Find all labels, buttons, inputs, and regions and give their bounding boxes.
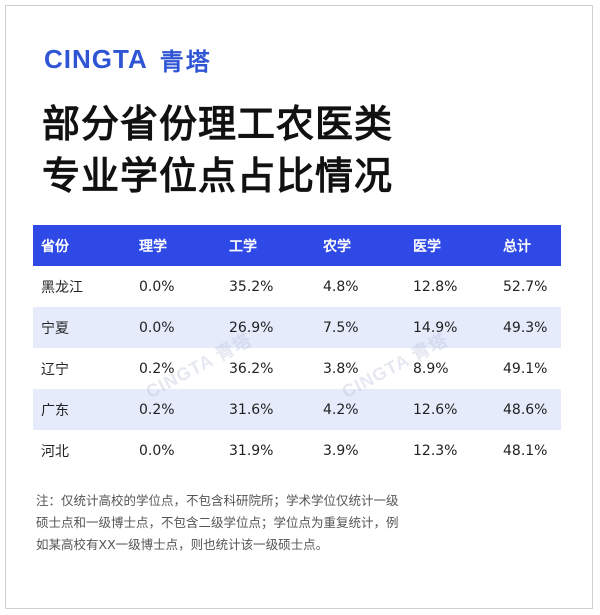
header-engineering: 工学 [227, 225, 321, 266]
header-medicine: 医学 [411, 225, 501, 266]
cell-agriculture: 7.5% [321, 307, 411, 348]
cell-engineering: 35.2% [229, 278, 274, 295]
cell-total: 48.6% [501, 389, 561, 430]
cell-agriculture: 3.9% [323, 442, 359, 459]
cell-total: 49.3% [501, 307, 561, 348]
cell-science: 0.0% [139, 278, 175, 295]
cell-total: 49.1% [503, 360, 548, 377]
cell-science: 0.2% [139, 360, 175, 377]
table-row: 辽宁 0.2% 36.2% 3.8% 8.9% 49.1% [33, 348, 561, 389]
header-province: 省份 [33, 225, 137, 266]
header-total: 总计 [501, 225, 561, 266]
cell-province: 黑龙江 [41, 279, 83, 296]
title-line-1: 部分省份理工农医类 [42, 102, 394, 146]
cell-total: 52.7% [503, 278, 548, 295]
cell-province: 辽宁 [41, 361, 69, 378]
footnote-line-3: 如某高校有XX一级博士点，则也统计该一级硕士点。 [36, 537, 329, 552]
footnote-line-2: 硕士点和一级博士点，不包含二级学位点；学位点为重复统计，例 [36, 515, 399, 530]
cell-engineering: 31.6% [227, 389, 321, 430]
brand-name-en: CINGTA [44, 44, 148, 74]
cell-medicine: 12.6% [411, 389, 501, 430]
cell-science: 0.2% [137, 389, 227, 430]
table-header-row: 省份 理学 工学 农学 医学 总计 [33, 225, 561, 266]
brand-logo: CINGTA 青塔 [44, 42, 212, 77]
header-science: 理学 [137, 225, 227, 266]
footnote: 注：仅统计高校的学位点，不包含科研院所；学术学位仅统计一级 硕士点和一级博士点，… [36, 490, 556, 556]
cell-total: 48.1% [503, 442, 548, 459]
cell-science: 0.0% [139, 442, 175, 459]
cell-province: 河北 [41, 443, 69, 460]
cell-agriculture: 4.8% [323, 278, 359, 295]
footnote-line-1: 注：仅统计高校的学位点，不包含科研院所；学术学位仅统计一级 [36, 493, 399, 508]
table-row: 黑龙江 0.0% 35.2% 4.8% 12.8% 52.7% [33, 266, 561, 307]
cell-medicine: 12.3% [413, 442, 458, 459]
cell-medicine: 8.9% [413, 360, 449, 377]
cell-engineering: 31.9% [229, 442, 274, 459]
table-row: 广东 0.2% 31.6% 4.2% 12.6% 48.6% [33, 389, 561, 430]
table-row: 河北 0.0% 31.9% 3.9% 12.3% 48.1% [33, 430, 561, 471]
data-table: 省份 理学 工学 农学 医学 总计 黑龙江 0.0% 35.2% 4.8% 12… [33, 225, 561, 471]
cell-agriculture: 4.2% [321, 389, 411, 430]
cell-engineering: 26.9% [227, 307, 321, 348]
table-row: 宁夏 0.0% 26.9% 7.5% 14.9% 49.3% [33, 307, 561, 348]
cell-medicine: 12.8% [413, 278, 458, 295]
header-agriculture: 农学 [321, 225, 411, 266]
cell-agriculture: 3.8% [323, 360, 359, 377]
brand-name-cn: 青塔 [159, 48, 212, 76]
cell-engineering: 36.2% [229, 360, 274, 377]
page-title: 部分省份理工农医类 专业学位点占比情况 [42, 98, 393, 202]
cell-province: 广东 [33, 389, 137, 430]
cell-medicine: 14.9% [411, 307, 501, 348]
cell-science: 0.0% [137, 307, 227, 348]
cell-province: 宁夏 [33, 307, 137, 348]
title-line-2: 专业学位点占比情况 [42, 154, 394, 198]
